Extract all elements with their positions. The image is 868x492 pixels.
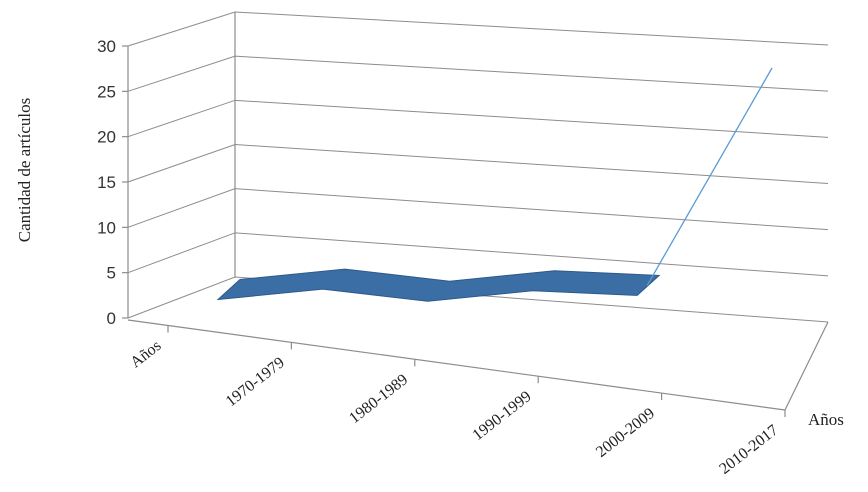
x-category-label: 1970-1979 (223, 354, 288, 410)
y-tick-label: 15 (97, 173, 116, 192)
gridline (127, 11, 829, 47)
y-tick-label: 30 (97, 37, 116, 56)
y-tick-label: 25 (97, 82, 116, 101)
series-area (216, 67, 773, 302)
y-tick-label: 10 (97, 218, 116, 237)
y-tick-labels: 0 5 10 15 20 25 30 (97, 37, 116, 328)
gridline (127, 188, 829, 231)
y-tick-label: 5 (107, 264, 116, 283)
series-ribbon (216, 268, 661, 302)
gridline (127, 232, 829, 277)
axes (122, 12, 829, 417)
x-category-label: 1990-1999 (470, 388, 535, 444)
y-tick-label: 20 (97, 128, 116, 147)
x-category-label: 1980-1989 (346, 371, 411, 427)
x-axis-title: Años (808, 410, 844, 429)
y-axis-title: Cantidad de artículos (15, 98, 34, 242)
y-tick-label: 0 (107, 309, 116, 328)
gridline (127, 99, 829, 138)
x-category-label: 2010-2017 (716, 422, 781, 478)
gridlines (127, 11, 829, 323)
floor-right-edge (784, 321, 829, 411)
x-category-label: Años (127, 337, 164, 371)
gridline (127, 55, 829, 92)
x-category-label: 2000-2009 (593, 405, 658, 461)
series-line-segment (646, 67, 773, 286)
x-category-labels: Años 1970-1979 1980-1989 1990-1999 2000-2009… (127, 337, 781, 478)
x-axis-line (127, 319, 786, 411)
gridline (127, 143, 829, 184)
